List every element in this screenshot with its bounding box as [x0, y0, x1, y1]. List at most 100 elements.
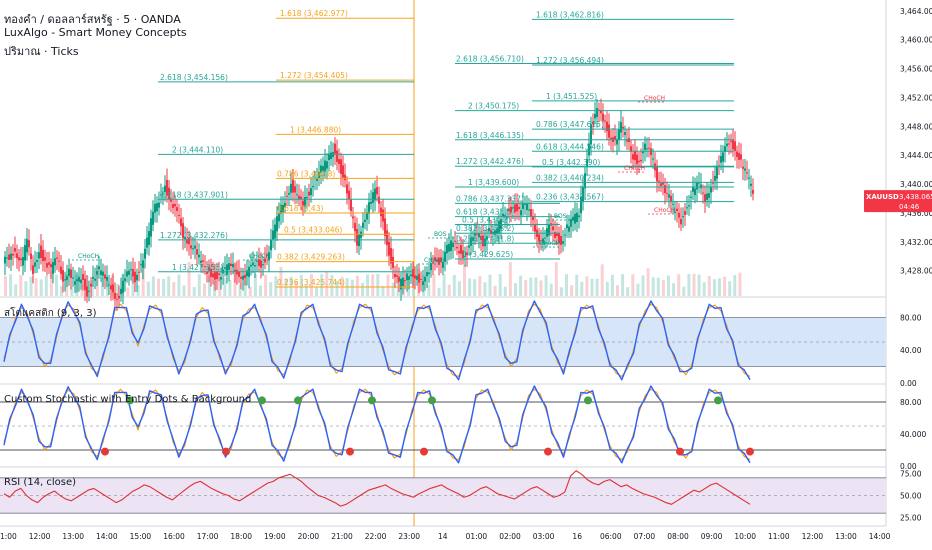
candle-body — [196, 249, 198, 255]
volume-bar — [70, 286, 74, 296]
candle-body — [94, 278, 96, 281]
time-tick: 13:00 — [835, 532, 857, 541]
fib-label: 1 (3,446.880) — [290, 125, 341, 134]
candle-body — [526, 203, 528, 211]
candle-body — [576, 212, 578, 222]
volume-bar — [468, 278, 472, 296]
volume-bar — [197, 274, 201, 296]
price-tick: 3,432.000 — [900, 238, 932, 247]
fib-label: 0.786 (3,447.615) — [536, 120, 604, 129]
fib-label: 0.382 (3,440.234) — [536, 173, 604, 182]
candle-body — [310, 188, 312, 196]
volume-bar — [585, 276, 589, 296]
volume-bar — [253, 274, 257, 296]
fib-label: 0.786 (3,440.8) — [277, 169, 335, 178]
candle-body — [740, 154, 742, 160]
candle-body — [256, 260, 258, 262]
candle-body — [632, 154, 634, 160]
candle-body — [96, 271, 98, 275]
candle-body — [426, 272, 428, 277]
candle-body — [74, 281, 76, 285]
candle-body — [326, 161, 328, 169]
candle-body — [472, 237, 474, 241]
candle-body — [430, 263, 432, 271]
volume-bar — [361, 282, 364, 296]
volume-bar — [580, 281, 584, 296]
candle-body — [552, 226, 554, 231]
candle-body — [420, 278, 422, 280]
candle-body — [164, 185, 166, 193]
volume-bar — [162, 278, 166, 296]
fib-label: 2.618 (3,456.710) — [456, 54, 524, 63]
candle-body — [42, 249, 44, 262]
candle-body — [48, 262, 50, 265]
volume-bar — [452, 274, 456, 296]
candle-body — [484, 238, 486, 247]
candle-body — [476, 233, 478, 235]
volume-bar — [549, 283, 553, 296]
candle-body — [334, 143, 336, 154]
candle-body — [142, 260, 144, 268]
candle-body — [482, 235, 484, 247]
volume-bar — [157, 278, 160, 296]
candle-body — [160, 194, 162, 196]
candle-body — [168, 187, 170, 200]
volume-bar — [707, 276, 711, 296]
volume-bar — [187, 262, 191, 296]
volume-bar — [692, 273, 696, 296]
time-tick: 13:00 — [62, 532, 84, 541]
candle-body — [266, 254, 268, 256]
candle-body — [124, 278, 126, 282]
candle-body — [670, 195, 672, 203]
volume-bar — [483, 282, 487, 296]
time-tick: 15:00 — [130, 532, 152, 541]
fib-label: 0.236 (3,431.8) — [456, 234, 514, 243]
osc-tick: 0.00 — [900, 379, 917, 388]
volume-bar — [182, 285, 186, 296]
candle-body — [356, 228, 358, 246]
time-tick: 16 — [572, 532, 582, 541]
candle-body — [176, 207, 178, 211]
candle-body — [368, 202, 370, 215]
candle-body — [302, 200, 304, 206]
candle-body — [662, 182, 664, 185]
volume-bar — [289, 276, 293, 296]
candle-body — [626, 140, 628, 142]
volume-bar — [595, 278, 599, 296]
candle-body — [382, 209, 384, 222]
candle-body — [98, 266, 100, 270]
entry-dot-up — [714, 396, 722, 405]
candle-body — [694, 188, 696, 196]
volume-bar — [39, 279, 43, 296]
candle-body — [214, 272, 216, 280]
candle-body — [322, 166, 324, 172]
volume-bar — [371, 274, 375, 296]
time-tick: 02:00 — [499, 532, 521, 541]
entry-dot-down — [676, 447, 684, 456]
candle-body — [574, 213, 576, 224]
candle-body — [388, 241, 390, 256]
time-tick: 16:00 — [163, 532, 185, 541]
candle-body — [378, 196, 380, 204]
candle-body — [416, 275, 418, 280]
candle-body — [606, 121, 608, 132]
fib-label: 2 (3,444.110) — [172, 145, 223, 154]
entry-dot-up — [294, 396, 302, 405]
volume-bar — [366, 274, 370, 296]
volume-bar — [131, 274, 135, 296]
candle-body — [558, 232, 560, 244]
volume-bar — [396, 275, 400, 296]
volume-bar — [422, 275, 426, 296]
candle-body — [546, 228, 548, 237]
entry-dot-down — [746, 447, 754, 456]
candle-body — [296, 194, 298, 196]
fib-label: 0.618 (3,444.546) — [536, 142, 604, 151]
smc-label: CHoCH — [78, 253, 99, 260]
price-badge — [864, 190, 932, 213]
candle-body — [58, 260, 60, 262]
volume-bar — [310, 274, 313, 296]
indicator-title: LuxAlgo - Smart Money Concepts — [4, 26, 187, 39]
candle-body — [90, 283, 92, 287]
candle-body — [136, 274, 138, 281]
candle-body — [496, 228, 498, 234]
